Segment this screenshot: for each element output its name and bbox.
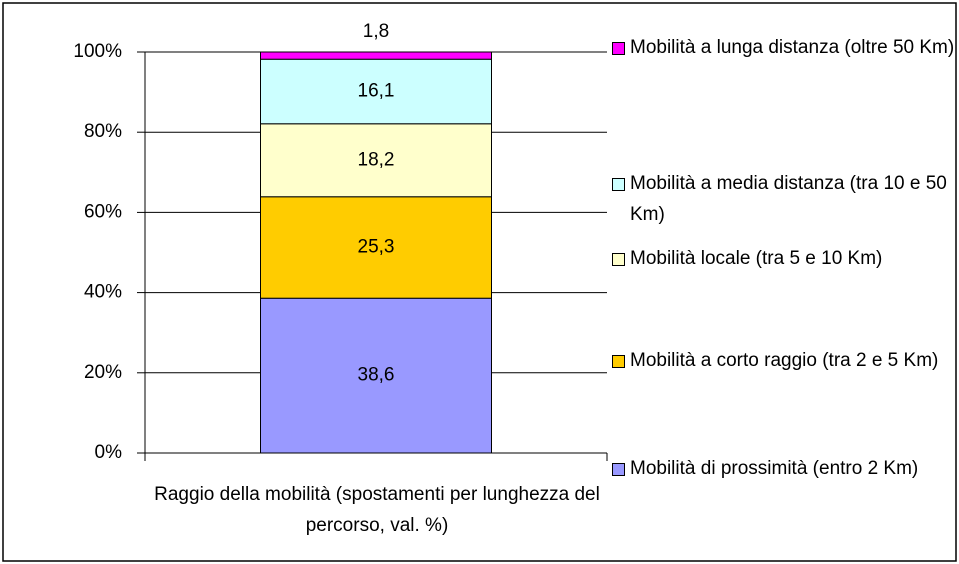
- legend-label: Mobilità a corto raggio (tra 2 e 5 Km): [630, 350, 939, 371]
- y-tick-label: 60%: [84, 201, 122, 222]
- legend-label: Mobilità a lunga distanza (oltre 50 Km): [630, 37, 955, 58]
- legend-item: Mobilità a corto raggio (tra 2 e 5 Km): [612, 345, 957, 376]
- bar-segment: [260, 196, 492, 299]
- data-label: 1,8: [363, 21, 389, 42]
- bar-segment: [260, 297, 492, 454]
- bar-segment: [260, 58, 492, 125]
- legend-item: Mobilità a media distanza (tra 10 e 50 K…: [612, 168, 957, 230]
- y-tick-label: 80%: [84, 121, 122, 142]
- bar-segment: [260, 51, 492, 60]
- y-tick-label: 20%: [84, 362, 122, 383]
- data-label: 38,6: [358, 365, 395, 386]
- legend-swatch: [612, 253, 625, 266]
- data-label: 16,1: [358, 81, 395, 102]
- y-tick-label: 100%: [73, 41, 122, 62]
- legend-swatch: [612, 355, 625, 368]
- legend-swatch: [612, 463, 625, 476]
- data-label: 18,2: [358, 149, 395, 170]
- legend-swatch: [612, 178, 625, 191]
- legend-item: Mobilità locale (tra 5 e 10 Km): [612, 243, 957, 274]
- x-category-label: Raggio della mobilità (spostamenti per l…: [154, 484, 600, 536]
- y-tick-label: 40%: [84, 282, 122, 303]
- legend-label: Mobilità di prossimità (entro 2 Km): [630, 458, 919, 479]
- legend-swatch: [612, 42, 625, 55]
- legend-label: Mobilità a media distanza (tra 10 e 50 K…: [630, 173, 947, 225]
- legend-item: Mobilità di prossimità (entro 2 Km): [612, 453, 957, 484]
- legend-label: Mobilità locale (tra 5 e 10 Km): [630, 248, 883, 269]
- data-label: 25,3: [358, 237, 395, 258]
- legend-item: Mobilità a lunga distanza (oltre 50 Km): [612, 32, 957, 63]
- y-tick-label: 0%: [95, 442, 123, 463]
- bar-segment: [260, 123, 492, 198]
